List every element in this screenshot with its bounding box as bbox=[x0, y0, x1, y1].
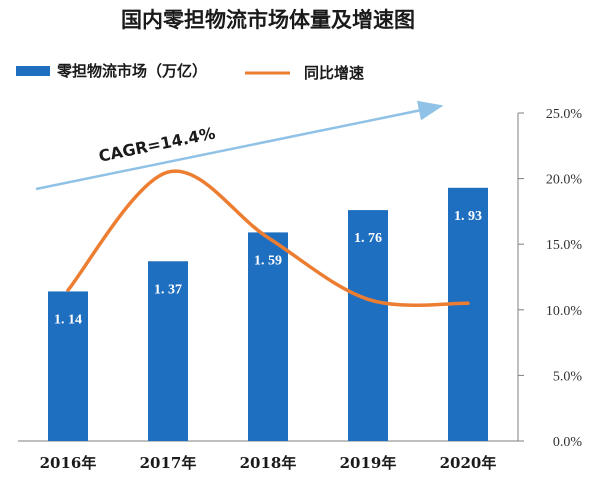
cagr-annotation: CAGR=14.4% bbox=[97, 123, 217, 165]
growth-rate-line bbox=[66, 169, 470, 307]
chart-title: 国内零担物流市场体量及增速图 bbox=[121, 7, 415, 32]
bar-value-label-0: 1. 14 bbox=[54, 312, 82, 327]
bar-3 bbox=[348, 210, 388, 441]
x-tick-label-1: 2017年 bbox=[140, 454, 197, 472]
cagr-arrow bbox=[35, 100, 444, 191]
y-tick-label-3: 15.0% bbox=[546, 238, 583, 253]
bar-1 bbox=[148, 261, 188, 441]
x-tick-label-3: 2019年 bbox=[340, 454, 397, 472]
x-tick-label-4: 2020年 bbox=[440, 454, 497, 472]
legend-label-growth: 同比增速 bbox=[304, 64, 364, 82]
y-tick-label-1: 5.0% bbox=[553, 369, 583, 384]
y-tick-label-2: 10.0% bbox=[546, 304, 583, 319]
bar-value-label-3: 1. 76 bbox=[354, 231, 382, 246]
bar-2 bbox=[248, 232, 288, 441]
y-tick-label-0: 0.0% bbox=[553, 435, 583, 450]
x-tick-label-0: 2016年 bbox=[40, 454, 97, 472]
legend-label-market: 零担物流市场（万亿） bbox=[56, 62, 207, 80]
y-tick-label-4: 20.0% bbox=[546, 173, 583, 188]
bar-value-label-2: 1. 59 bbox=[254, 253, 282, 268]
y-tick-label-5: 25.0% bbox=[546, 107, 583, 122]
x-tick-label-2: 2018年 bbox=[240, 454, 297, 472]
bar-4 bbox=[448, 187, 488, 441]
legend-swatch-bar bbox=[16, 66, 50, 76]
bar-value-label-1: 1. 37 bbox=[154, 282, 182, 297]
bar-0 bbox=[48, 291, 88, 441]
bar-value-label-4: 1. 93 bbox=[454, 209, 482, 224]
